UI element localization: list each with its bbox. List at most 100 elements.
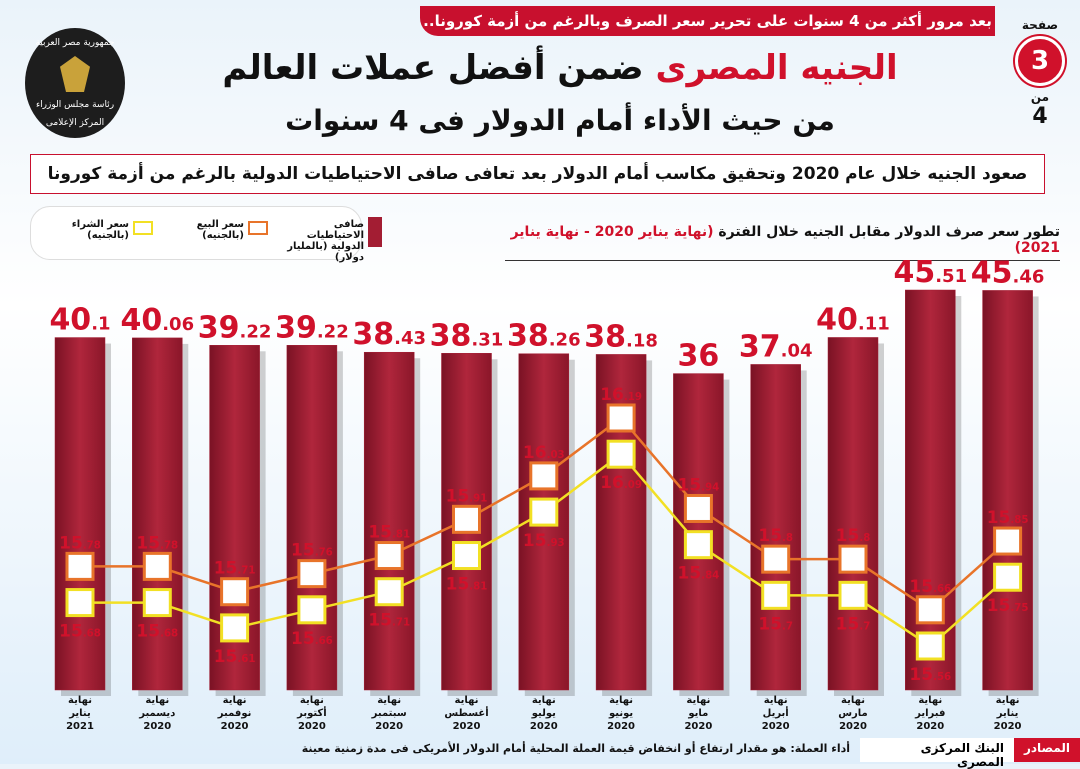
bar (363, 351, 415, 691)
bar-value-label: 36 (678, 339, 720, 374)
x-tick-label: نهاية أغسطس 2020 (444, 695, 489, 732)
line-value-label: 15.61 (214, 647, 256, 667)
line-marker (838, 580, 868, 610)
bar-value-label: 38.31 (430, 318, 504, 353)
line-marker (529, 497, 559, 527)
bar-value-label: 40.11 (816, 302, 890, 337)
legend-label: سعر الشراء (بالجنيه) (71, 219, 129, 241)
line-value-label: 15.81 (368, 523, 410, 543)
chart-title-period: (نهاية يناير 2020 - نهاية يناير 2021) (510, 224, 1060, 256)
bar-value-label: 45.51 (893, 255, 967, 290)
line-value-label: 15.7 (758, 614, 793, 634)
logo: جمهورية مصر العربية رئاسة مجلس الوزراء ا… (25, 28, 125, 138)
bar-value-label: 40.1 (49, 303, 110, 338)
line-value-label: 15.66 (291, 629, 333, 649)
line-value-label: 15.8 (758, 526, 793, 546)
x-tick-label: نهاية أكتوبر 2020 (297, 695, 327, 732)
line-marker (142, 551, 172, 581)
bar-value-label: 38.43 (352, 317, 426, 352)
x-tick-label: نهاية يونيو 2020 (607, 695, 636, 732)
x-tick-label: نهاية مارس 2020 (838, 695, 868, 732)
legend-swatch (248, 221, 268, 235)
page-label: صفحة (1021, 18, 1059, 32)
page-number: 3 (1015, 36, 1065, 86)
line-value-label: 15.81 (446, 575, 488, 595)
logo-text: جمهورية مصر العربية (35, 38, 115, 48)
x-tick-label: نهاية نوفمبر 2020 (217, 695, 252, 732)
title-rest: ضمن أفضل عملات العالم (222, 48, 644, 88)
line-value-label: 15.85 (987, 508, 1029, 528)
bar-value-label: 40.06 (120, 303, 194, 338)
line-marker (915, 595, 945, 625)
line-value-label: 15.78 (59, 533, 101, 553)
sources-value: البنك المركزى المصرى (860, 738, 1014, 769)
line-marker (452, 541, 481, 571)
bar-value-label: 38.18 (584, 319, 658, 354)
line-value-label: 15.68 (136, 622, 178, 642)
line-marker (993, 562, 1023, 592)
line-value-label: 16.03 (523, 443, 565, 463)
title-red: الجنيه المصرى (655, 48, 898, 88)
x-tick-label: نهاية ديسمبر 2020 (139, 695, 176, 732)
line-marker (374, 577, 404, 607)
line-value-label: 15.84 (678, 564, 720, 584)
bar-value-label: 39.22 (198, 310, 272, 345)
line-marker (142, 588, 172, 618)
title: الجنيه المصرى ضمن أفضل عملات العالم (150, 48, 970, 88)
line-marker (220, 613, 250, 643)
legend-label: صافى الاحتياطيات الدولية (بالمليار دولار… (287, 219, 364, 263)
line-value-label: 15.66 (909, 577, 951, 597)
legend: صافى الاحتياطيات الدولية (بالمليار دولار… (30, 206, 382, 263)
x-tick-label: نهاية يناير 2020 (993, 695, 1022, 732)
x-tick-label: نهاية فبراير 2020 (915, 695, 946, 732)
line-value-label: 16.19 (600, 385, 642, 405)
x-tick-label: نهاية مايو 2020 (684, 695, 713, 732)
x-tick-label: نهاية سبتمبر 2020 (371, 695, 407, 732)
line-value-label: 15.8 (836, 526, 871, 546)
footnote: أداء العملة: هو مقدار ارتفاع أو انخفاض ق… (301, 742, 850, 755)
legend-swatch (133, 221, 153, 235)
line-marker (65, 588, 95, 618)
chart-title-text: تطور سعر صرف الدولار مقابل الجنيه خلال ا… (718, 224, 1060, 240)
line-marker (606, 439, 636, 469)
bar-value-label: 39.22 (275, 310, 349, 345)
banner: بعد مرور أكثر من 4 سنوات على تحرير سعر ا… (420, 6, 995, 36)
line-marker (683, 493, 713, 523)
bar (982, 290, 1033, 691)
page-indicator: صفحة 3 من 4 (1010, 18, 1070, 129)
line-marker (606, 403, 636, 433)
legend-label: سعر البيع (بالجنيه) (196, 219, 244, 241)
line-marker (374, 541, 404, 571)
line-value-label: 16.09 (600, 473, 642, 493)
line-value-label: 15.7 (836, 614, 871, 634)
line-marker (65, 551, 95, 581)
line-value-label: 15.71 (368, 611, 410, 631)
line-marker (297, 559, 327, 589)
line-marker (915, 631, 945, 661)
logo-text: المركز الإعلامى (45, 118, 105, 128)
line-value-label: 15.93 (523, 531, 565, 551)
subtitle: صعود الجنيه خلال عام 2020 وتحقيق مكاسب أ… (30, 154, 1045, 194)
sources: المصادر البنك المركزى المصرى (860, 738, 1080, 769)
line-marker (297, 595, 327, 625)
bar (827, 337, 879, 691)
line-value-label: 15.78 (136, 533, 178, 553)
page-of-label: من (1030, 90, 1050, 104)
line-value-label: 15.76 (291, 541, 333, 561)
bar-value-label: 45.46 (971, 255, 1045, 290)
bar (54, 337, 106, 691)
bar (132, 337, 183, 691)
bar-value-label: 38.26 (507, 319, 581, 354)
line-marker (683, 530, 713, 560)
bar (750, 364, 801, 691)
line-marker (761, 544, 791, 574)
logo-text: رئاسة مجلس الوزراء (35, 100, 115, 110)
line-value-label: 15.71 (214, 559, 256, 579)
x-tick-label: نهاية يوليو 2020 (529, 695, 558, 732)
line-value-label: 15.94 (678, 475, 720, 495)
legend-swatch (368, 217, 382, 247)
chart-title: تطور سعر صرف الدولار مقابل الجنيه خلال ا… (505, 224, 1060, 261)
line-marker (993, 526, 1023, 556)
